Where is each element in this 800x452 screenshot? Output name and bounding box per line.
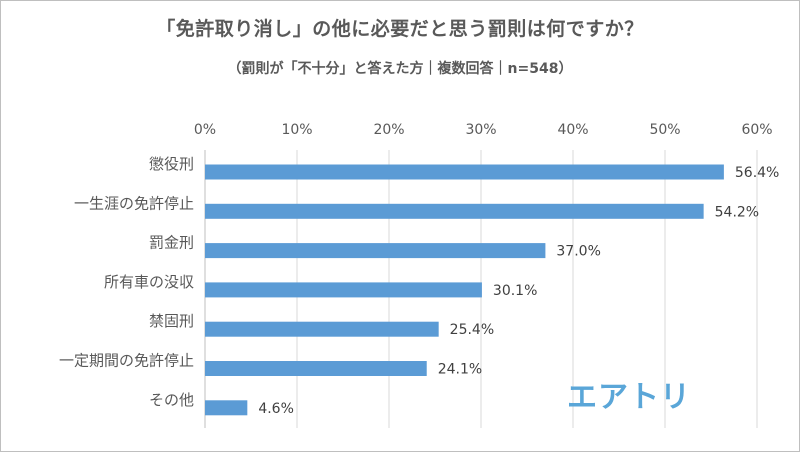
data-label: 24.1%: [438, 362, 482, 378]
chart-subtitle: （罰則が「不十分」と答えた方｜複数回答｜n=548）: [227, 61, 573, 77]
x-tick-label: 10%: [281, 122, 312, 138]
data-label: 4.6%: [258, 401, 294, 417]
x-tick-label: 0%: [194, 122, 216, 138]
x-tick-label: 50%: [649, 122, 680, 138]
category-label: 禁固刑: [149, 312, 194, 330]
x-tick-label: 20%: [373, 122, 404, 138]
category-label: 所有車の没収: [104, 273, 194, 291]
value-labels: 56.4% 54.2% 37.0% 30.1% 25.4% 24.1% 4.6%: [258, 165, 779, 417]
bar: [205, 321, 439, 337]
bar: [205, 164, 724, 180]
data-label: 56.4%: [735, 165, 779, 181]
category-label: 一生涯の免許停止: [74, 194, 194, 212]
category-label: 罰金刑: [149, 234, 194, 252]
bars: [205, 164, 724, 416]
data-label: 54.2%: [715, 204, 759, 220]
x-tick-label: 40%: [557, 122, 588, 138]
bar: [205, 282, 482, 298]
x-axis-ticks: 0% 10% 20% 30% 40% 50% 60%: [194, 122, 773, 138]
chart-title: 「免許取り消し」の他に必要だと思う罰則は何ですか？: [156, 18, 644, 40]
data-label: 37.0%: [556, 244, 600, 260]
x-tick-label: 30%: [465, 122, 496, 138]
data-label: 25.4%: [450, 322, 494, 338]
data-label: 30.1%: [493, 283, 537, 299]
x-tick-label: 60%: [741, 122, 772, 138]
category-label: その他: [149, 391, 194, 409]
category-label: 一定期間の免許停止: [59, 352, 194, 370]
airtrip-logo: エアトリ: [567, 380, 691, 415]
bar: [205, 203, 704, 219]
bar: [205, 361, 427, 376]
category-label: 懲役刑: [149, 155, 194, 173]
bar: [205, 400, 248, 416]
bar: [205, 243, 546, 259]
